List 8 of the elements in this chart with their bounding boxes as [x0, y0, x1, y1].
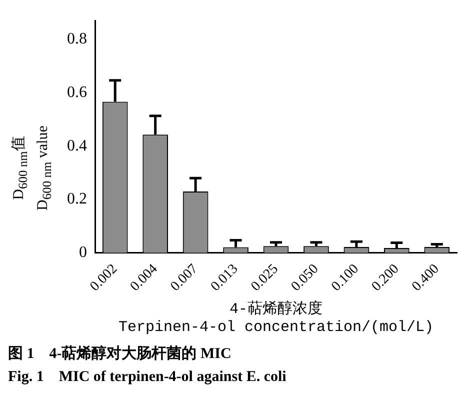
- text: Fig. 1 MIC of terpinen-4-ol against E. coli: [8, 368, 288, 386]
- text: 图 1 4-萜烯醇对大肠杆菌的 MIC: [8, 344, 232, 363]
- y-tick-label: 0: [79, 244, 87, 262]
- x-axis-title: 4-萜烯醇浓度 Terpinen-4-ol concentration/(mol/L): [118, 300, 434, 336]
- y-tick-label: 0.8: [67, 30, 87, 48]
- y-tick-label: 0.2: [67, 190, 87, 208]
- y-tick-label: 0.4: [67, 137, 87, 154]
- y-tick-label: 0.6: [67, 84, 87, 101]
